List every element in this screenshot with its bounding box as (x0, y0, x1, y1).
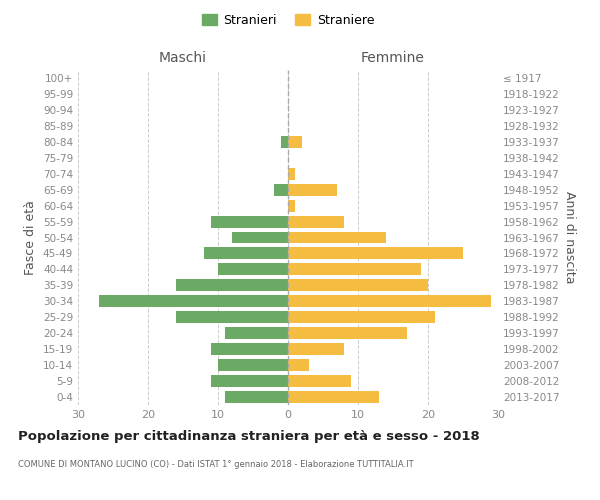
Bar (288, 136, 302, 148)
Bar (211, 343, 288, 355)
Text: Femmine: Femmine (361, 51, 425, 65)
Text: Maschi: Maschi (159, 51, 207, 65)
Legend: Stranieri, Straniere: Stranieri, Straniere (197, 8, 379, 32)
Bar (204, 248, 288, 260)
Bar (225, 327, 288, 339)
Bar (218, 359, 288, 371)
Bar (288, 280, 428, 291)
Bar (288, 296, 491, 308)
Bar (288, 327, 407, 339)
Bar (288, 343, 344, 355)
Bar (218, 264, 288, 276)
Y-axis label: Fasce di età: Fasce di età (25, 200, 37, 275)
Bar (288, 359, 309, 371)
Text: Popolazione per cittadinanza straniera per età e sesso - 2018: Popolazione per cittadinanza straniera p… (18, 430, 480, 443)
Bar (288, 216, 344, 228)
Bar (288, 312, 435, 323)
Bar (176, 312, 288, 323)
Bar (99, 296, 288, 308)
Bar (211, 375, 288, 387)
Bar (288, 264, 421, 276)
Bar (281, 136, 288, 148)
Bar (288, 200, 295, 211)
Bar (211, 216, 288, 228)
Bar (288, 375, 351, 387)
Bar (288, 391, 379, 403)
Bar (288, 248, 463, 260)
Bar (288, 168, 295, 179)
Bar (288, 232, 386, 243)
Y-axis label: Anni di nascita: Anni di nascita (563, 191, 576, 284)
Bar (225, 391, 288, 403)
Text: COMUNE DI MONTANO LUCINO (CO) - Dati ISTAT 1° gennaio 2018 - Elaborazione TUTTIT: COMUNE DI MONTANO LUCINO (CO) - Dati IST… (18, 460, 413, 469)
Bar (232, 232, 288, 243)
Bar (274, 184, 288, 196)
Bar (288, 184, 337, 196)
Bar (176, 280, 288, 291)
